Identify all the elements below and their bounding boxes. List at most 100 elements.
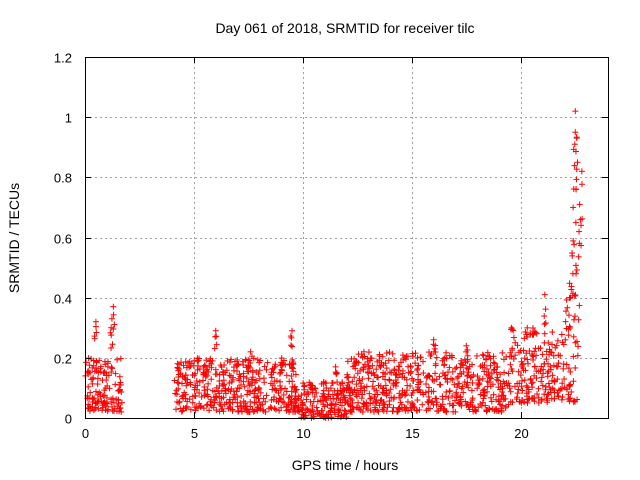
data-point	[240, 378, 247, 385]
data-point	[110, 311, 117, 318]
data-point	[380, 398, 387, 405]
data-point	[201, 392, 208, 399]
data-point	[499, 349, 506, 356]
data-point	[109, 341, 116, 348]
data-point	[538, 374, 545, 381]
data-point	[572, 219, 579, 226]
data-point	[367, 355, 374, 362]
data-point	[576, 302, 583, 309]
data-point	[280, 391, 287, 398]
data-point	[499, 383, 506, 390]
data-point	[191, 372, 198, 379]
data-point	[89, 364, 96, 371]
data-point	[327, 408, 334, 415]
data-point	[431, 345, 438, 352]
data-point	[288, 373, 295, 380]
data-point	[403, 391, 410, 398]
data-point	[532, 329, 539, 336]
data-point	[240, 403, 247, 410]
data-point	[429, 398, 436, 405]
x-tick-label: 10	[296, 426, 310, 441]
data-point	[579, 215, 586, 222]
data-point	[414, 367, 421, 374]
data-point	[338, 412, 345, 419]
data-point	[334, 391, 341, 398]
data-point	[522, 367, 529, 374]
data-point	[559, 385, 566, 392]
data-point	[216, 408, 223, 415]
data-point	[423, 381, 430, 388]
data-point	[521, 399, 528, 406]
data-point	[574, 159, 581, 166]
data-point	[246, 408, 253, 415]
data-point	[333, 369, 340, 376]
data-point	[90, 374, 97, 381]
data-point	[432, 360, 439, 367]
data-point	[344, 358, 351, 365]
data-point	[555, 352, 562, 359]
data-point	[531, 395, 538, 402]
data-point	[369, 383, 376, 390]
data-point	[338, 402, 345, 409]
data-point	[554, 337, 561, 344]
data-point	[271, 385, 278, 392]
data-point	[486, 406, 493, 413]
data-point	[89, 399, 96, 406]
data-point	[319, 393, 326, 400]
data-point	[92, 388, 99, 395]
data-point	[230, 394, 237, 401]
data-point	[295, 408, 302, 415]
data-point	[541, 313, 548, 320]
data-point	[361, 401, 368, 408]
data-point	[277, 378, 284, 385]
y-axis-title: SRMTID / TECUs	[6, 183, 22, 293]
data-point	[464, 373, 471, 380]
data-point	[328, 405, 335, 412]
data-point	[528, 380, 535, 387]
data-point	[403, 405, 410, 412]
data-point	[415, 362, 422, 369]
data-point	[519, 387, 526, 394]
data-point	[426, 405, 433, 412]
data-point	[240, 362, 247, 369]
data-point	[571, 316, 578, 323]
data-point	[367, 407, 374, 414]
data-point	[171, 377, 178, 384]
data-point	[91, 368, 98, 375]
data-point	[415, 371, 422, 378]
data-point	[386, 369, 393, 376]
data-point	[114, 356, 121, 363]
data-point	[205, 380, 212, 387]
data-point	[256, 367, 263, 374]
data-point	[545, 360, 552, 367]
data-point	[572, 291, 579, 298]
data-point	[339, 379, 346, 386]
data-point	[308, 414, 315, 421]
data-point	[237, 373, 244, 380]
data-point	[238, 408, 245, 415]
data-point	[509, 399, 516, 406]
data-point	[429, 376, 436, 383]
data-point	[535, 399, 542, 406]
data-point	[483, 356, 490, 363]
data-point	[407, 362, 414, 369]
data-point	[439, 357, 446, 364]
data-point	[404, 353, 411, 360]
data-point	[117, 355, 124, 362]
data-point	[303, 396, 310, 403]
data-point	[529, 352, 536, 359]
data-point	[257, 357, 264, 364]
data-point	[108, 368, 115, 375]
data-point	[385, 357, 392, 364]
data-point	[432, 342, 439, 349]
data-point	[283, 372, 290, 379]
data-point	[426, 349, 433, 356]
data-point	[276, 407, 283, 414]
data-point	[555, 393, 562, 400]
data-point	[566, 398, 573, 405]
data-point	[436, 381, 443, 388]
data-point	[289, 327, 296, 334]
data-point	[542, 386, 549, 393]
data-point	[386, 349, 393, 356]
data-point	[288, 392, 295, 399]
